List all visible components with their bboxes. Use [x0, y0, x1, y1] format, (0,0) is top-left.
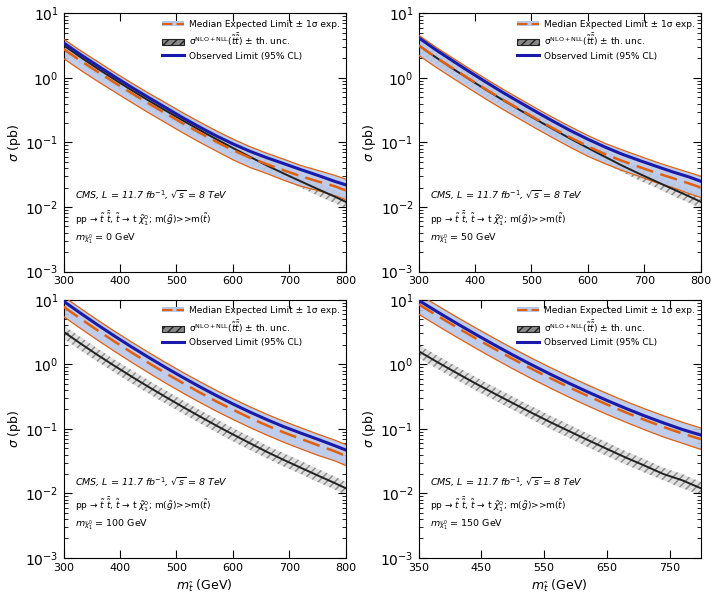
Text: $m_{\tilde{\chi}_{1}^{0}}$ = 150 GeV: $m_{\tilde{\chi}_{1}^{0}}$ = 150 GeV	[429, 518, 503, 532]
Legend: Median Expected Limit ± 1σ exp., σ$^{\mathregular{NLO+NLL}}$($\tilde{t}\bar{\til: Median Expected Limit ± 1σ exp., σ$^{\ma…	[513, 16, 698, 64]
X-axis label: $m_{\tilde{t}}$ (GeV): $m_{\tilde{t}}$ (GeV)	[176, 578, 233, 595]
Y-axis label: $\sigma$ (pb): $\sigma$ (pb)	[361, 123, 378, 161]
Legend: Median Expected Limit ± 1σ exp., σ$^{\mathregular{NLO+NLL}}$($\tilde{t}\bar{\til: Median Expected Limit ± 1σ exp., σ$^{\ma…	[158, 16, 343, 64]
Text: pp → $\tilde{t}$ $\bar{\tilde{t}}$, $\tilde{t}$ → t $\tilde{\chi}_{1}^{0}$; m($\: pp → $\tilde{t}$ $\bar{\tilde{t}}$, $\ti…	[75, 209, 211, 228]
Text: pp → $\tilde{t}$ $\bar{\tilde{t}}$, $\tilde{t}$ → t $\tilde{\chi}_{1}^{0}$; m($\: pp → $\tilde{t}$ $\bar{\tilde{t}}$, $\ti…	[429, 209, 566, 228]
Text: CMS, L = 11.7 fb$^{-1}$, $\sqrt{s}$ = 8 TeV: CMS, L = 11.7 fb$^{-1}$, $\sqrt{s}$ = 8 …	[429, 475, 583, 489]
Text: CMS, L = 11.7 fb$^{-1}$, $\sqrt{s}$ = 8 TeV: CMS, L = 11.7 fb$^{-1}$, $\sqrt{s}$ = 8 …	[75, 475, 228, 489]
Text: $m_{\tilde{\chi}_{1}^{0}}$ = 0 GeV: $m_{\tilde{\chi}_{1}^{0}}$ = 0 GeV	[75, 232, 136, 246]
Text: CMS, L = 11.7 fb$^{-1}$, $\sqrt{s}$ = 8 TeV: CMS, L = 11.7 fb$^{-1}$, $\sqrt{s}$ = 8 …	[429, 189, 583, 202]
Legend: Median Expected Limit ± 1σ exp., σ$^{\mathregular{NLO+NLL}}$($\tilde{t}\bar{\til: Median Expected Limit ± 1σ exp., σ$^{\ma…	[513, 302, 698, 350]
Text: CMS, L = 11.7 fb$^{-1}$, $\sqrt{s}$ = 8 TeV: CMS, L = 11.7 fb$^{-1}$, $\sqrt{s}$ = 8 …	[75, 189, 228, 202]
Y-axis label: $\sigma$ (pb): $\sigma$ (pb)	[6, 410, 22, 448]
Legend: Median Expected Limit ± 1σ exp., σ$^{\mathregular{NLO+NLL}}$($\tilde{t}\bar{\til: Median Expected Limit ± 1σ exp., σ$^{\ma…	[158, 302, 343, 350]
Y-axis label: $\sigma$ (pb): $\sigma$ (pb)	[6, 123, 22, 161]
Text: $m_{\tilde{\chi}_{1}^{0}}$ = 50 GeV: $m_{\tilde{\chi}_{1}^{0}}$ = 50 GeV	[429, 232, 497, 246]
Text: pp → $\tilde{t}$ $\bar{\tilde{t}}$, $\tilde{t}$ → t $\tilde{\chi}_{1}^{0}$; m($\: pp → $\tilde{t}$ $\bar{\tilde{t}}$, $\ti…	[429, 496, 566, 514]
Text: pp → $\tilde{t}$ $\bar{\tilde{t}}$, $\tilde{t}$ → t $\tilde{\chi}_{1}^{0}$; m($\: pp → $\tilde{t}$ $\bar{\tilde{t}}$, $\ti…	[75, 496, 211, 514]
Y-axis label: $\sigma$ (pb): $\sigma$ (pb)	[361, 410, 378, 448]
X-axis label: $m_{\tilde{t}}$ (GeV): $m_{\tilde{t}}$ (GeV)	[531, 578, 588, 595]
Text: $m_{\tilde{\chi}_{1}^{0}}$ = 100 GeV: $m_{\tilde{\chi}_{1}^{0}}$ = 100 GeV	[75, 518, 148, 532]
